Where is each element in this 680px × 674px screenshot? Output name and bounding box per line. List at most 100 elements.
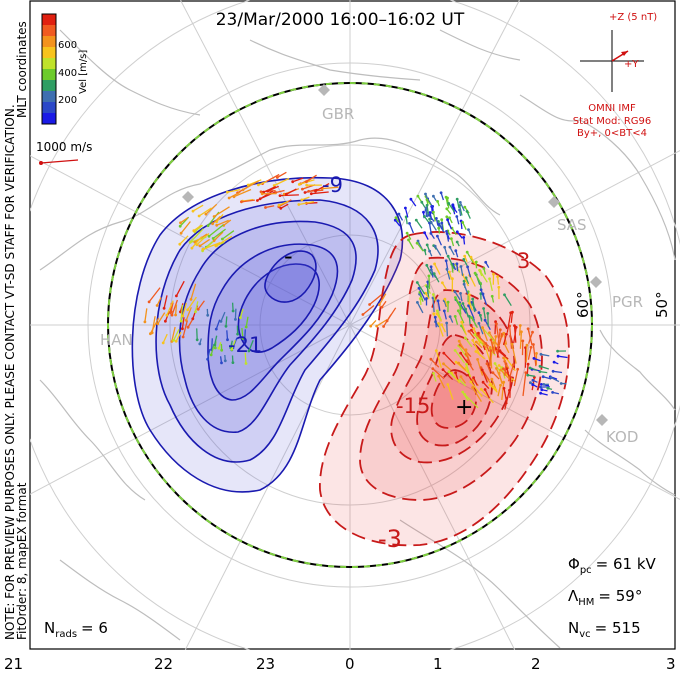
- velocity-vector-origin: [394, 216, 398, 220]
- vector-scale-label: 1000 m/s: [36, 140, 92, 154]
- colorbar-tick-400: 400: [58, 68, 77, 79]
- velocity-vector: [426, 265, 433, 276]
- mlt-tick-22: 22: [154, 655, 173, 673]
- velocity-vector-origin: [505, 332, 508, 336]
- velocity-vector-origin: [474, 260, 478, 264]
- velocity-vector-origin: [414, 218, 418, 222]
- velocity-vector: [489, 384, 498, 393]
- velocity-vector-origin: [191, 209, 195, 213]
- velocity-vector: [550, 377, 560, 383]
- velocity-vector-origin: [525, 343, 529, 347]
- velocity-vector: [481, 327, 489, 342]
- velocity-vector-origin: [429, 265, 433, 269]
- imf-y-label: +Y: [624, 59, 639, 70]
- velocity-vector: [490, 383, 498, 391]
- positive-potential-cell: [319, 231, 570, 547]
- velocity-vector: [458, 362, 467, 371]
- velocity-vector-origin: [502, 380, 506, 384]
- latitude-label-60: 60°: [574, 291, 592, 318]
- velocity-vector-origin: [170, 313, 174, 317]
- velocity-vector-origin: [278, 194, 282, 198]
- velocity-vector: [228, 191, 241, 199]
- velocity-vector: [226, 330, 229, 340]
- velocity-vector-origin: [175, 294, 178, 298]
- velocity-vector-origin: [510, 342, 514, 346]
- velocity-vector: [426, 286, 430, 299]
- velocity-vector-origin: [471, 297, 475, 301]
- velocity-vector-origin: [231, 309, 235, 313]
- velocity-vector: [212, 215, 221, 225]
- velocity-vector-origin: [432, 210, 435, 214]
- velocity-vector: [410, 198, 417, 207]
- velocity-vector: [497, 329, 501, 346]
- velocity-vector-origin: [260, 192, 264, 196]
- mlt-tick-0: 0: [345, 655, 355, 673]
- velocity-vector: [181, 317, 185, 329]
- velocity-vector-origin: [429, 357, 433, 361]
- velocity-vector: [507, 364, 515, 382]
- velocity-vector-origin: [424, 192, 427, 196]
- velocity-vector-origin: [212, 215, 216, 218]
- velocity-vector-origin: [457, 361, 460, 365]
- velocity-vector-origin: [206, 224, 210, 228]
- velocity-vector-origin: [495, 367, 498, 370]
- velocity-vector-origin: [498, 328, 502, 332]
- velocity-vector-origin: [479, 366, 483, 370]
- velocity-vector: [484, 389, 490, 399]
- velocity-vector-origin: [423, 231, 426, 235]
- velocity-vector-origin: [453, 315, 457, 318]
- velocity-vector: [156, 297, 162, 306]
- station-markers: [182, 84, 608, 426]
- velocity-vector: [460, 266, 464, 276]
- velocity-vector-origin: [492, 272, 495, 276]
- velocity-vector: [456, 199, 460, 209]
- colorbar-swatch: [42, 91, 56, 103]
- velocity-vector-origin: [239, 316, 242, 320]
- velocity-vector: [192, 204, 204, 212]
- velocity-vector: [526, 364, 529, 375]
- velocity-vector-origin: [230, 347, 234, 351]
- velocity-vector-origin: [479, 387, 483, 391]
- svg-text:Φpc= 61 kV: Φpc = 61 kV: [568, 555, 657, 576]
- velocity-vector-origin: [195, 338, 199, 342]
- velocity-vector-origin: [497, 364, 501, 367]
- velocity-vector-origin: [224, 324, 228, 328]
- velocity-vector-origin: [147, 300, 151, 304]
- velocity-vector-origin: [486, 312, 490, 315]
- velocity-vector: [495, 323, 500, 339]
- velocity-vector-origin: [559, 382, 563, 385]
- velocity-vector-origin: [440, 218, 444, 222]
- velocity-vector-origin: [473, 333, 477, 336]
- velocity-vector: [315, 183, 330, 192]
- coordinates-note: MLT coordinates: [15, 21, 29, 118]
- velocity-vector-origin: [415, 241, 419, 245]
- velocity-vector: [474, 334, 484, 346]
- velocity-vector-origin: [172, 339, 176, 342]
- velocity-vector-origin: [434, 349, 438, 352]
- velocity-vector: [170, 302, 174, 312]
- velocity-vector-origin: [445, 215, 449, 219]
- velocity-vector-origin: [484, 342, 488, 345]
- velocity-vector: [438, 375, 446, 389]
- velocity-vector-origin: [241, 188, 245, 192]
- velocity-vector-origin: [231, 361, 235, 364]
- velocity-vector: [205, 203, 218, 215]
- velocity-vector: [194, 301, 199, 312]
- velocity-vector-origin: [481, 326, 484, 329]
- velocity-vector: [216, 213, 224, 223]
- velocity-vector-origin: [479, 288, 483, 292]
- velocity-vector-origin: [195, 243, 199, 247]
- velocity-vector: [434, 263, 441, 275]
- velocity-vector-origin: [446, 383, 450, 386]
- velocity-vector-origin: [538, 364, 542, 368]
- velocity-vector: [468, 330, 476, 340]
- velocity-vector: [504, 390, 511, 410]
- velocity-vector: [148, 287, 161, 303]
- velocity-vector-origin: [206, 357, 210, 361]
- velocity-vector: [482, 308, 486, 319]
- velocity-vector: [513, 327, 517, 344]
- velocity-vector-origin: [440, 221, 444, 225]
- velocity-vector: [443, 310, 447, 320]
- velocity-vector: [151, 316, 156, 333]
- velocity-vector: [503, 388, 508, 405]
